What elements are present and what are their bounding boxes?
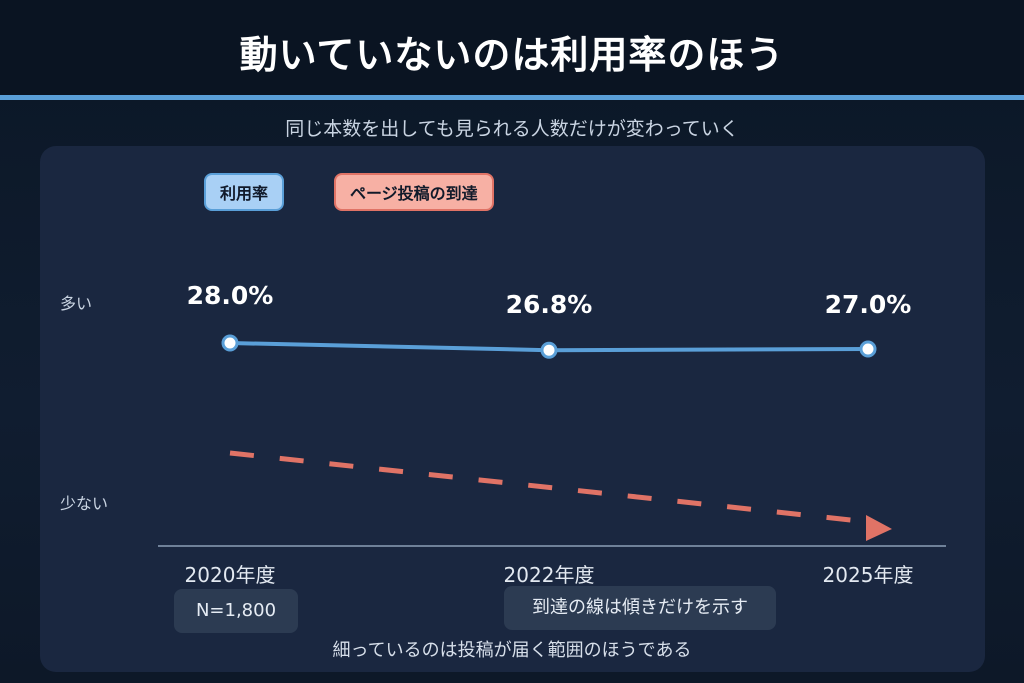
x-tick-label-0: 2020年度 xyxy=(185,563,276,587)
usage-value-label-2: 27.0% xyxy=(825,290,912,319)
header-bar xyxy=(0,0,1024,96)
series-reach-arrowhead xyxy=(866,515,892,541)
page-title: 動いていないのは利用率のほう xyxy=(239,33,785,77)
x-tick-label-1: 2022年度 xyxy=(504,563,595,587)
usage-value-label-0: 28.0% xyxy=(187,281,274,310)
usage-point-1 xyxy=(540,341,558,359)
accent-divider xyxy=(0,95,1024,100)
legend-usage-rate: 利用率 xyxy=(204,173,285,211)
y-axis-high-label: 多い xyxy=(60,294,93,313)
usage-point-2 xyxy=(859,340,877,358)
legend-post-reach: ページ投稿の到達 xyxy=(334,173,494,211)
y-axis-low-label: 少ない xyxy=(60,494,109,513)
usage-value-label-1: 26.8% xyxy=(506,290,593,319)
slope-note-badge: 到達の線は傾きだけを示す xyxy=(504,586,776,630)
footer-note: 細っているのは投稿が届く範囲のほうである xyxy=(332,640,692,661)
series-reach-line xyxy=(229,450,861,524)
page-subtitle: 同じ本数を出しても見られる人数だけが変わっていく xyxy=(285,118,739,140)
usage-point-0 xyxy=(221,334,239,352)
x-tick-label-2: 2025年度 xyxy=(823,563,914,587)
chart-panel xyxy=(40,146,985,672)
sample-size-badge: N=1,800 xyxy=(174,589,298,633)
